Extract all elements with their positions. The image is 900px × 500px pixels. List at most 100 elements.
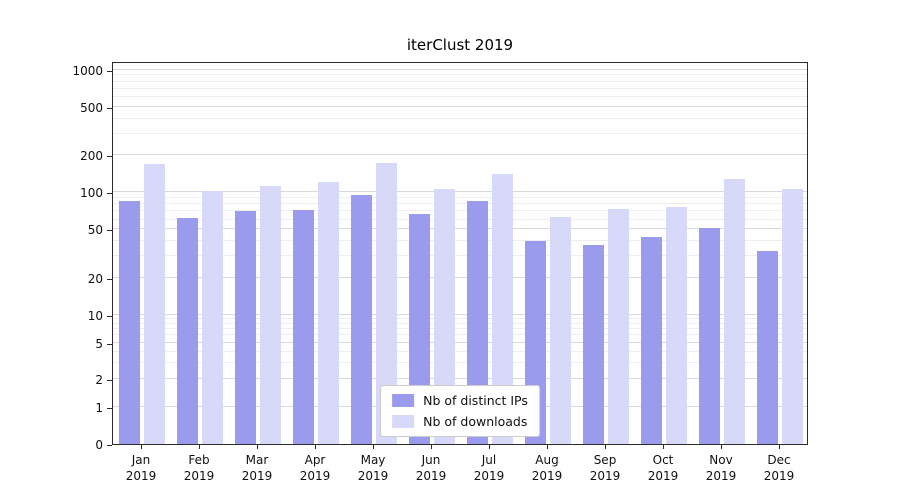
x-tick-label: Oct 2019 [647,453,679,483]
minor-gridline [113,334,807,336]
minor-gridline [113,210,807,212]
x-tick-label: Feb 2019 [183,453,215,483]
bar-distinct-ips-dec [757,251,778,444]
x-tick-label: Aug 2019 [531,453,563,483]
legend-swatch [392,415,415,428]
major-gridline [113,313,807,315]
minor-gridline [113,218,807,220]
bar-distinct-ips-feb [177,218,198,444]
bar-downloads-sep [608,209,629,444]
major-gridline [113,341,807,343]
minor-gridline [113,87,807,89]
bar-downloads-jul [492,174,513,444]
x-tick-mark [257,445,258,449]
x-tick-label: Sep 2019 [589,453,621,483]
minor-gridline [113,203,807,205]
minor-gridline [113,96,807,97]
y-tick-label: 100 [80,186,103,200]
bar-distinct-ips-jul [467,201,488,444]
bar-downloads-nov [724,179,745,444]
major-gridline [113,378,807,380]
y-tick-mark [107,230,112,231]
major-gridline [113,277,807,279]
minor-gridline [113,255,807,257]
y-tick-label: 0 [95,438,103,452]
y-tick-label: 1 [95,401,103,415]
x-tick-mark [547,445,548,449]
y-tick-mark [107,193,112,194]
plot-area: Nb of distinct IPs Nb of downloads [112,62,808,445]
x-tick-mark [489,445,490,449]
x-tick-mark [779,445,780,449]
y-tick-mark [107,279,112,280]
y-tick-label: 1000 [72,64,103,78]
minor-gridline [113,350,807,352]
minor-gridline [113,240,807,242]
legend-label: Nb of distinct IPs [423,393,528,408]
major-gridline [113,154,807,156]
bar-downloads-mar [260,186,281,444]
y-tick-mark [107,344,112,345]
minor-gridline [113,322,807,324]
y-tick-label: 50 [87,223,103,237]
legend-swatch [392,394,415,407]
bar-downloads-apr [318,182,339,444]
x-tick-mark [373,445,374,449]
bar-distinct-ips-oct [641,237,662,444]
minor-gridline [113,196,807,198]
legend-label: Nb of downloads [423,414,528,429]
y-tick-mark [107,408,112,409]
legend-item: Nb of downloads [392,414,528,429]
x-tick-label: Jul 2019 [473,453,505,483]
x-tick-mark [199,445,200,449]
bar-distinct-ips-jan [119,201,140,444]
legend-item: Nb of distinct IPs [392,393,528,408]
y-tick-mark [107,156,112,157]
bar-distinct-ips-nov [699,228,720,444]
x-tick-mark [663,445,664,449]
y-tick-mark [107,108,112,109]
bar-downloads-feb [202,191,223,444]
x-tick-label: Jun 2019 [415,453,447,483]
x-tick-mark [605,445,606,449]
x-tick-label: Jan 2019 [125,453,157,483]
chart-title: iterClust 2019 [406,36,514,54]
bar-downloads-oct [666,207,687,444]
minor-gridline [113,132,807,134]
y-tick-mark [107,71,112,72]
y-tick-mark [107,316,112,317]
major-gridline [113,191,807,193]
x-tick-label: Nov 2019 [705,453,737,483]
y-tick-label: 2 [95,373,103,387]
minor-gridline [113,362,807,363]
y-tick-label: 10 [87,309,103,323]
minor-gridline [113,318,807,320]
x-tick-label: May 2019 [357,453,389,483]
bar-distinct-ips-sep [583,245,604,444]
y-tick-mark [107,380,112,381]
minor-gridline [113,74,807,76]
x-tick-mark [721,445,722,449]
minor-gridline [113,80,807,82]
x-tick-label: Dec 2019 [763,453,795,483]
y-tick-mark [107,445,112,446]
legend: Nb of distinct IPs Nb of downloads [380,385,540,437]
major-gridline [113,105,807,107]
x-tick-mark [431,445,432,449]
bar-distinct-ips-may [351,195,372,444]
major-gridline [113,68,807,70]
bar-downloads-jun [434,189,455,444]
x-tick-mark [141,445,142,449]
y-tick-label: 5 [95,337,103,351]
major-gridline [113,228,807,230]
x-tick-label: Apr 2019 [299,453,331,483]
bar-distinct-ips-apr [293,210,314,444]
bar-downloads-may [376,163,397,444]
y-tick-label: 500 [80,101,103,115]
y-tick-label: 200 [80,149,103,163]
x-tick-mark [315,445,316,449]
bar-downloads-dec [782,189,803,444]
bar-distinct-ips-mar [235,211,256,444]
x-tick-label: Mar 2019 [241,453,273,483]
